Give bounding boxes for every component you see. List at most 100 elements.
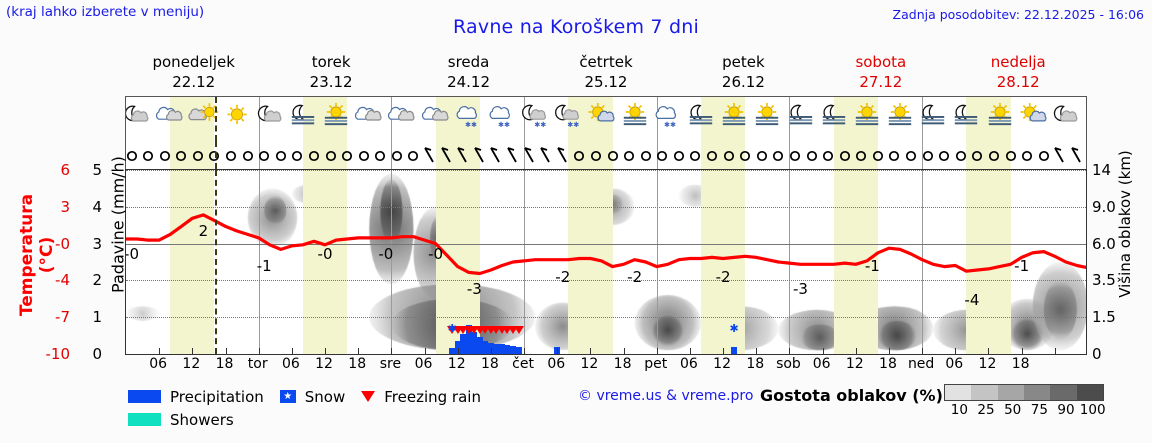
x-axis-tick [756,348,758,354]
calm-wind-icon [258,147,270,166]
calm-wind-icon [656,147,668,166]
cloud-snow-icon: ✱✱ [486,103,518,133]
calm-wind-icon [1005,147,1017,166]
cloud-density-swatch-50 [997,385,1024,400]
x-axis-label: 06 [149,356,168,372]
daylight-shading [302,170,348,354]
current-time-line [215,141,217,169]
day-date: 23.12 [309,73,353,91]
moon-cloud-icon [1050,103,1082,133]
x-axis-tick [590,348,592,354]
freezing-rain-marker-icon [491,326,502,334]
cloud-height-tick-label: 9.0 [1092,197,1116,216]
x-axis-tick [1021,348,1023,354]
temperature-tick-label: 3 [60,197,70,216]
wind-barb-icon [555,147,571,169]
x-axis-label: 06 [812,356,831,372]
day-date: 22.12 [172,73,216,91]
freezing-rain-marker-icon [496,326,507,334]
x-axis-tick [457,348,459,354]
wind-barb-icon [488,147,504,169]
snow-marker-icon: ✱ [729,322,739,335]
horizontal-gridline [126,354,1086,355]
calm-wind-icon [341,147,353,166]
daylight-shading [700,170,746,354]
day-separator [922,97,924,141]
temperature-value-label: -1 [256,256,272,275]
day-separator [656,141,658,169]
temperature-tick-label: -10 [45,345,71,363]
day-header-nedelja: nedelja 28.12 [950,52,1087,94]
last-update-label: Zadnja posodobitev: 22.12.2025 - 16:06 [892,7,1144,22]
freezing-rain-marker-icon [458,326,469,334]
x-axis-label: 12 [978,356,997,372]
moon-cloud-icon [254,103,286,133]
temperature-axis-ticks: 6 3 -0 -4 -7 -10 [18,161,71,363]
x-axis-label: čet [512,356,534,372]
svg-text:✱✱: ✱✱ [465,120,477,129]
x-axis-tick [888,348,890,354]
day-separator [258,97,260,141]
calm-wind-icon [772,147,784,166]
copyright-link[interactable]: © vreme.us & vreme.pro [578,388,754,404]
calm-wind-icon [358,147,370,166]
x-axis-label: pet [644,356,668,372]
day-separator [524,97,526,141]
legend-item-showers: Showers [128,411,234,429]
x-axis-tick [822,348,824,354]
calm-wind-icon [374,147,386,166]
calm-wind-icon [905,147,917,166]
cloud-sun-icon [187,103,219,133]
x-axis-tick [789,348,791,354]
cloud-density-scale-label: 25 [977,402,995,418]
freezing-rain-marker-icon [508,326,518,334]
x-axis-label: 06 [414,356,433,372]
calm-wind-icon [988,147,1000,166]
wind-barb-icon [472,147,488,169]
precipitation-axis-title: Padavine (mm/h) [108,156,128,293]
svg-text:✱✱: ✱✱ [567,120,579,129]
legend-item-snow: ★ Snow [279,387,346,406]
x-axis-label: 06 [547,356,566,372]
precipitation-tick-label: 1 [92,308,102,327]
precipitation-bar [471,331,478,354]
showers-swatch-icon [128,413,161,426]
horizontal-gridline [126,280,1086,281]
current-time-line [215,97,217,141]
temperature-value-label: -3 [793,279,808,298]
wind-barb-icon [522,147,538,169]
weather-icon-band: ✱✱ ✱✱ ✱✱ ✱✱ ✱✱ [125,96,1087,141]
legend: Precipitation ★ Snow Freezing rain Showe… [128,385,558,431]
wind-barb-icon [505,147,521,169]
legend-label-snow: Snow [304,387,346,406]
day-name: ponedeljek [152,53,235,71]
precipitation-tick-label: 0 [92,345,102,363]
cloud-density-swatch-75 [1023,385,1051,400]
day-separator [258,170,260,354]
day-separator [391,141,393,169]
sun-icon [221,103,253,133]
moon-fog-icon [287,103,319,133]
sun-fog-icon [984,102,1016,133]
moon-cloud-snow-icon: ✱✱ [552,103,584,133]
temperature-tick-label: -4 [55,271,70,290]
calm-wind-icon [872,147,884,166]
precipitation-bar [476,337,483,354]
page-title: Ravne na Koroškem 7 dni [453,16,699,38]
wind-barb-icon [422,147,438,169]
cloud-density-scale-label: 100 [1079,402,1106,418]
legend-item-precipitation: Precipitation [128,388,264,406]
day-name: petek [722,53,765,71]
calm-wind-icon [855,147,867,166]
temperature-value-label: -0 [125,245,139,263]
day-header-sobota: sobota 27.12 [812,52,949,94]
x-axis-label: 18 [613,356,632,372]
day-date: 28.12 [996,73,1040,91]
calm-wind-icon [888,147,900,166]
calm-wind-icon [822,147,834,166]
x-axis-tick-labels: 06 12 18 tor 06 12 18 sre 06 12 18 čet 06 12 18 pet 06 12… [125,356,1087,376]
calm-wind-icon [971,147,983,166]
sun-fog-icon [320,102,352,133]
daylight-shading [170,170,215,354]
day-separator [922,170,924,354]
